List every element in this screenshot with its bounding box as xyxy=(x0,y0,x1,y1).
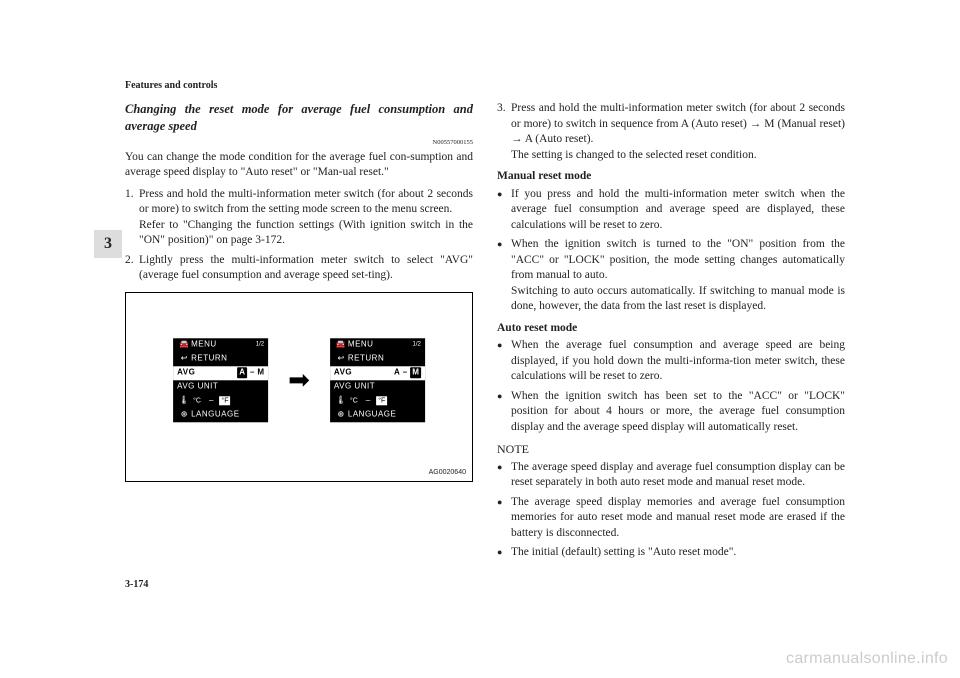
menu-label: RETURN xyxy=(348,354,421,365)
step-2: 2.Lightly press the multi-information me… xyxy=(139,253,473,284)
page-content: Features and controls Changing the reset… xyxy=(125,80,845,565)
menu-row: ⊕ LANGUAGE xyxy=(173,408,268,422)
step-3: 3.Press and hold the multi-information m… xyxy=(511,101,845,163)
step-text: Press and hold the multi-information met… xyxy=(139,188,473,216)
figure-code: AG0020640 xyxy=(429,468,466,477)
note-heading: NOTE xyxy=(497,441,845,457)
avg-a: A xyxy=(237,368,247,379)
bullet-item: The average speed display and average fu… xyxy=(511,460,845,491)
return-icon: ↩ xyxy=(334,354,348,365)
step-num: 1. xyxy=(125,187,139,203)
return-icon: ↩ xyxy=(177,354,191,365)
avg-m: M xyxy=(257,368,264,379)
temp-f: °F xyxy=(376,396,387,405)
avg-a: A xyxy=(394,368,400,379)
menu-label: AVG UNIT xyxy=(177,382,264,393)
car-icon: 🚘 xyxy=(177,340,191,351)
menu-row-selected: AVG A – M xyxy=(330,366,425,380)
step-sub: Refer to "Changing the function settings… xyxy=(139,218,473,249)
menu-label: MENU xyxy=(348,340,421,351)
right-column: 3.Press and hold the multi-information m… xyxy=(497,101,845,565)
menu-label: RETURN xyxy=(191,354,264,365)
menu-label: AVG xyxy=(334,368,394,379)
thermometer-icon: 🌡 xyxy=(334,396,348,407)
subheading: Changing the reset mode for average fuel… xyxy=(125,101,473,135)
menu-row: 🌡 °C – °F xyxy=(330,394,425,408)
page-badge: 1/2 xyxy=(412,340,422,348)
bullet-item: When the ignition switch is turned to th… xyxy=(511,237,845,315)
step-sub: The setting is changed to the selected r… xyxy=(511,148,845,164)
page-badge: 1/2 xyxy=(255,340,265,348)
menu-row-selected: AVG A – M xyxy=(173,366,268,380)
step-num: 2. xyxy=(125,253,139,269)
bullet-item: The average speed display memories and a… xyxy=(511,495,845,542)
doc-number: N00557000155 xyxy=(125,139,473,148)
left-column: Changing the reset mode for average fuel… xyxy=(125,101,473,565)
thermometer-icon: 🌡 xyxy=(177,396,191,407)
menu-row: 🚘 MENU 1/2 xyxy=(330,338,425,352)
menu-row: 🌡 °C – °F xyxy=(173,394,268,408)
menu-row: ↩ RETURN xyxy=(330,352,425,366)
temp-c: °C xyxy=(348,396,360,405)
step-text: Press and hold the multi-information met… xyxy=(511,102,845,145)
menu-label: AVG UNIT xyxy=(334,382,421,393)
arrow-icon: ➡ xyxy=(288,362,310,397)
globe-icon: ⊕ xyxy=(177,410,191,421)
car-icon: 🚘 xyxy=(334,340,348,351)
step-num: 3. xyxy=(497,101,511,117)
menu-label: MENU xyxy=(191,340,264,351)
section-tab: 3 xyxy=(94,230,122,258)
menu-row: AVG UNIT xyxy=(173,380,268,394)
temp-f: °F xyxy=(219,396,230,405)
bullet-item: If you press and hold the multi-informat… xyxy=(511,187,845,234)
menu-panel-right: 🚘 MENU 1/2 ↩ RETURN AVG A – xyxy=(330,338,425,422)
menu-row: ⊕ LANGUAGE xyxy=(330,408,425,422)
page-header: Features and controls xyxy=(125,80,845,91)
avg-dash: – xyxy=(250,368,254,379)
intro-paragraph: You can change the mode condition for th… xyxy=(125,150,473,181)
bullet-item: The initial (default) setting is "Auto r… xyxy=(511,545,845,561)
temp-dash: – xyxy=(366,396,370,407)
temp-c: °C xyxy=(191,396,203,405)
menu-label: LANGUAGE xyxy=(348,410,421,421)
step-text: Lightly press the multi-information mete… xyxy=(139,254,473,282)
menu-label: AVG xyxy=(177,368,237,379)
menu-row: 🚘 MENU 1/2 xyxy=(173,338,268,352)
bullet-item: When the ignition switch has been set to… xyxy=(511,389,845,436)
watermark: carmanualsonline.info xyxy=(786,650,948,668)
menu-panel-left: 🚘 MENU 1/2 ↩ RETURN AVG A – xyxy=(173,338,268,422)
figure-box: 🚘 MENU 1/2 ↩ RETURN AVG A – xyxy=(125,292,473,482)
menu-label: LANGUAGE xyxy=(191,410,264,421)
manual-reset-heading: Manual reset mode xyxy=(497,169,845,185)
temp-dash: – xyxy=(209,396,213,407)
avg-m: M xyxy=(410,368,421,379)
step-1: 1.Press and hold the multi-information m… xyxy=(139,187,473,249)
avg-dash: – xyxy=(403,368,407,379)
auto-reset-heading: Auto reset mode xyxy=(497,321,845,337)
page-number: 3-174 xyxy=(125,579,148,590)
bullet-item: When the average fuel consumption and av… xyxy=(511,338,845,385)
globe-icon: ⊕ xyxy=(334,410,348,421)
menu-row: ↩ RETURN xyxy=(173,352,268,366)
menu-row: AVG UNIT xyxy=(330,380,425,394)
